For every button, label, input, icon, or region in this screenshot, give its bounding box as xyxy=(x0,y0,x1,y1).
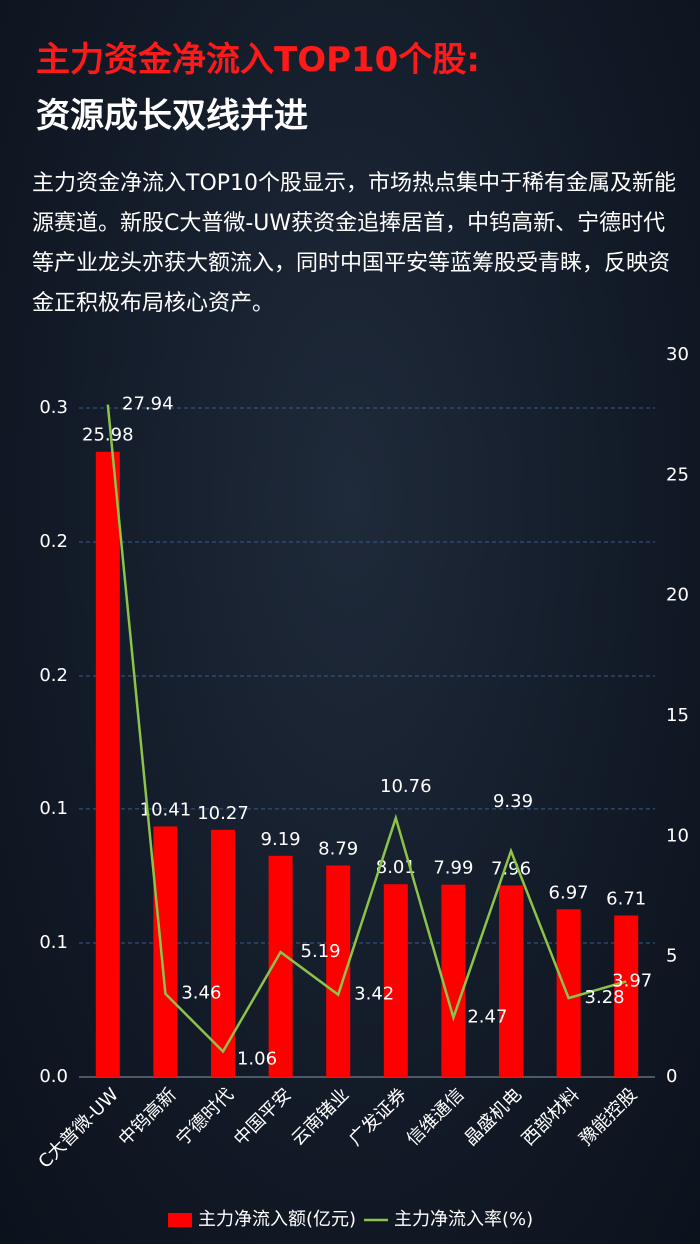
bar xyxy=(556,909,581,1077)
bar xyxy=(441,884,466,1077)
bar-value-label: 10.27 xyxy=(197,803,249,824)
x-tick-label: C大普微-UW xyxy=(34,1084,123,1173)
y-tick-label: 0.1 xyxy=(39,798,68,819)
x-tick-label: 豫能控股 xyxy=(576,1084,642,1150)
y-tick-label: 0.2 xyxy=(39,531,68,552)
x-tick-label: 信维通信 xyxy=(403,1084,469,1150)
x-tick-label: 广发证券 xyxy=(345,1084,411,1150)
x-tick-label: 西部材料 xyxy=(518,1084,584,1150)
y2-tick-label: 5 xyxy=(666,946,677,967)
bar-value-label: 6.97 xyxy=(549,882,589,903)
bar xyxy=(614,915,639,1077)
subtitle: 资源成长双线并进 xyxy=(36,96,308,136)
description: 主力资金净流入TOP10个股显示，市场热点集中于稀有金属及新能源赛道。新股C大普… xyxy=(32,171,677,316)
y-tick-label: 0.1 xyxy=(39,932,68,953)
y2-tick-label: 10 xyxy=(666,825,689,846)
line-value-label: 10.76 xyxy=(380,776,432,797)
bar-value-label: 7.99 xyxy=(433,858,473,879)
bar-value-label: 8.01 xyxy=(376,857,416,878)
line-value-label: 2.47 xyxy=(467,1007,507,1028)
bar-value-label: 9.19 xyxy=(261,829,301,850)
legend-label: 主力净流入额(亿元) xyxy=(198,1209,356,1230)
y-tick-label: 0.2 xyxy=(39,665,68,686)
line-value-label: 27.94 xyxy=(122,394,174,415)
x-tick-label: 中钨高新 xyxy=(115,1084,181,1150)
y2-tick-label: 25 xyxy=(666,464,689,485)
y2-tick-label: 20 xyxy=(666,585,689,606)
x-tick-label: 中国平安 xyxy=(230,1084,296,1150)
line-value-label: 9.39 xyxy=(493,791,533,812)
y2-tick-label: 30 xyxy=(666,344,689,365)
y2-tick-label: 15 xyxy=(666,705,689,726)
legend-swatch xyxy=(168,1213,192,1227)
bar-value-label: 6.71 xyxy=(606,889,646,910)
line-value-label: 3.28 xyxy=(585,987,625,1008)
x-tick-label: 云南锗业 xyxy=(288,1084,354,1150)
title: 主力资金净流入TOP10个股: xyxy=(36,40,480,80)
bar-value-label: 10.41 xyxy=(140,799,192,820)
bar-value-label: 25.98 xyxy=(82,425,134,446)
line-value-label: 3.97 xyxy=(612,970,652,991)
x-tick-label: 宁德时代 xyxy=(172,1084,238,1150)
line-value-label: 5.19 xyxy=(301,941,341,962)
line-value-label: 3.42 xyxy=(354,984,394,1005)
bar xyxy=(153,826,178,1077)
y-tick-label: 0.3 xyxy=(39,397,68,418)
bar xyxy=(95,451,120,1077)
line-value-label: 3.46 xyxy=(181,983,221,1004)
y2-tick-label: 0 xyxy=(666,1066,677,1087)
bar xyxy=(383,884,408,1077)
legend-label: 主力净流入率(%) xyxy=(394,1209,533,1230)
x-tick-label: 晶盛机电 xyxy=(460,1084,526,1150)
line xyxy=(106,404,627,1054)
y-tick-label: 0.0 xyxy=(39,1066,68,1087)
bar xyxy=(499,885,523,1077)
line-value-label: 1.06 xyxy=(237,1048,277,1069)
bar-value-label: 8.79 xyxy=(318,838,358,859)
bar xyxy=(211,829,235,1077)
bar-value-label: 7.96 xyxy=(491,858,531,879)
